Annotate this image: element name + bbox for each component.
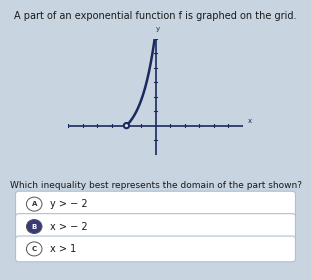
- Text: A part of an exponential function f is graphed on the grid.: A part of an exponential function f is g…: [14, 11, 297, 21]
- Text: x: x: [248, 118, 252, 124]
- Text: Which inequality best represents the domain of the part shown?: Which inequality best represents the dom…: [10, 181, 301, 190]
- Text: B: B: [32, 223, 37, 230]
- Text: x > − 2: x > − 2: [50, 221, 87, 232]
- Circle shape: [124, 123, 129, 128]
- Text: y: y: [156, 26, 160, 32]
- Text: C: C: [32, 246, 37, 252]
- Text: y > − 2: y > − 2: [50, 199, 87, 209]
- Text: A: A: [31, 201, 37, 207]
- Text: x > 1: x > 1: [50, 244, 76, 254]
